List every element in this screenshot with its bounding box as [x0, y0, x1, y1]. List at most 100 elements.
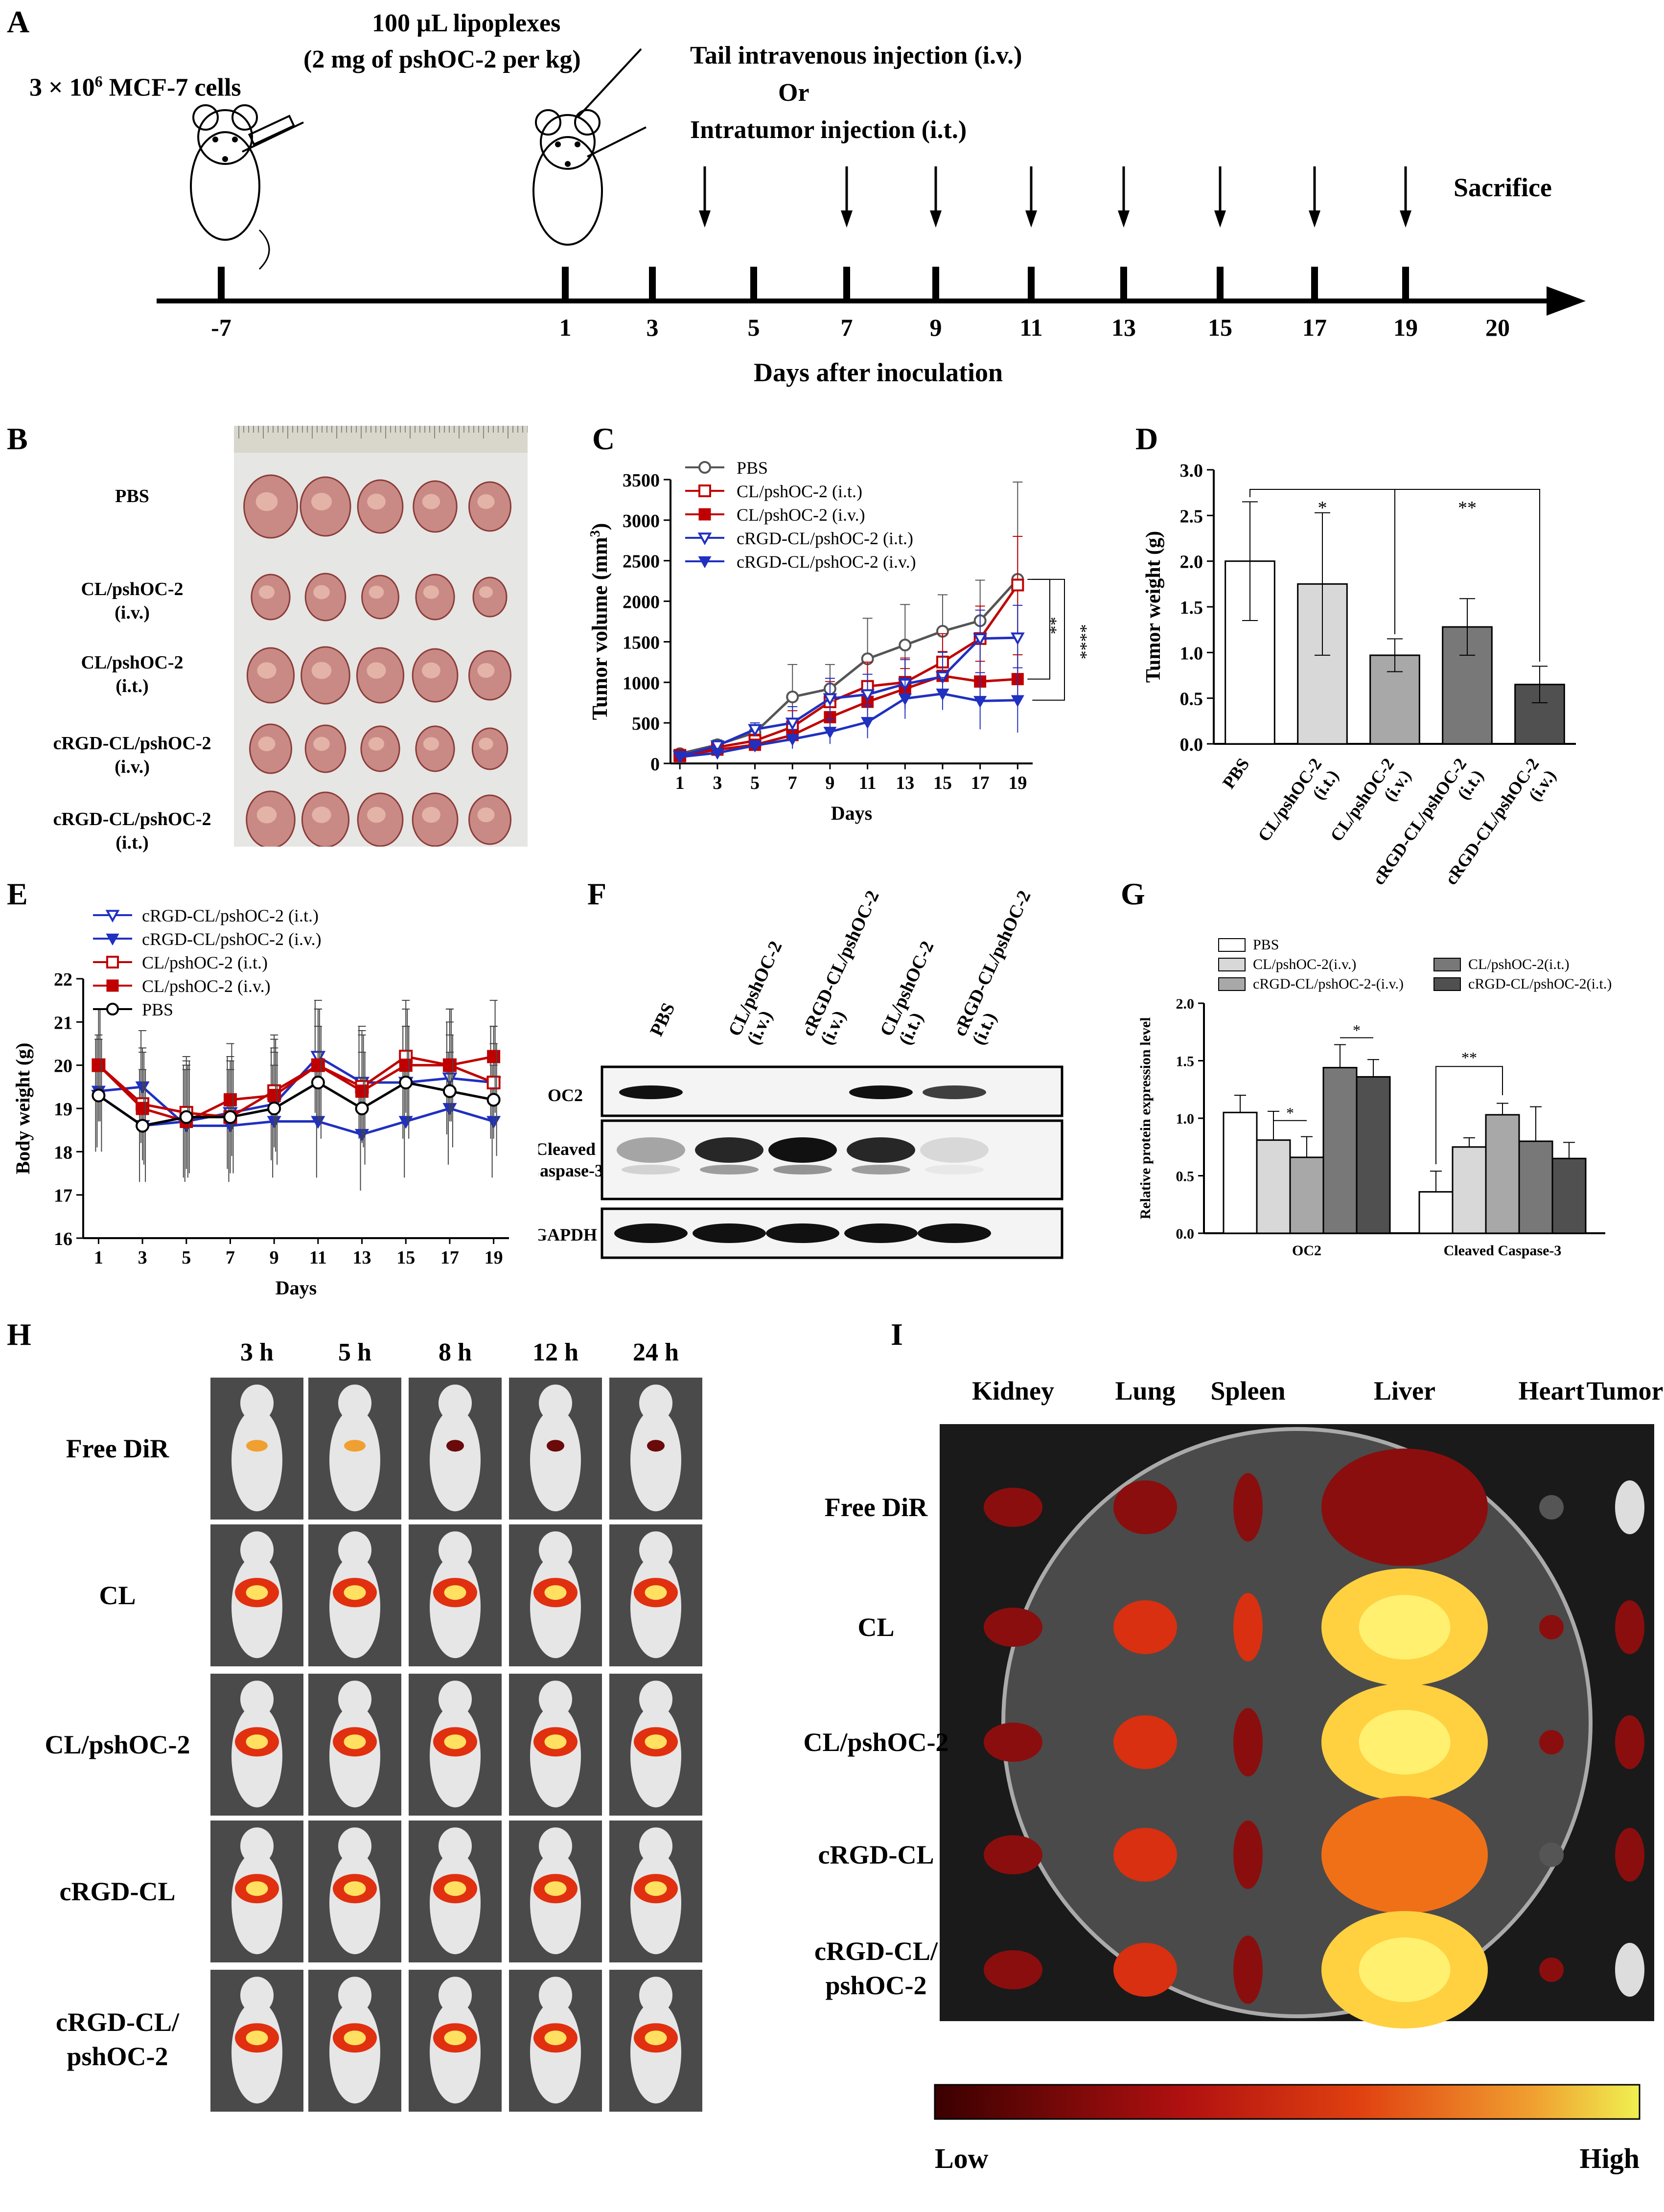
protein-expression-chart: 0.0 0.5 1.0 1.5 2.0 Relative protein expressi…: [1137, 937, 1612, 1259]
time-label: 8 h: [439, 1338, 472, 1366]
data-point: [698, 508, 711, 521]
sig-label: *: [1286, 1104, 1294, 1122]
fluorescence-core: [246, 1585, 268, 1600]
x-tick-label: CL/pshOC-2(i.t.): [1254, 755, 1342, 857]
mouse-head: [539, 1384, 572, 1422]
series-line: [679, 636, 1018, 758]
band-label: Cleaved: [538, 1139, 596, 1159]
legend-label: cRGD-CL/pshOC-2 (i.t.): [737, 529, 913, 548]
legend-label: cRGD-CL/pshOC-2(i.t.): [1468, 976, 1612, 992]
data-point: [106, 956, 119, 968]
y-tick-label: 0.5: [1180, 689, 1203, 710]
bar: [1223, 1111, 1258, 1234]
data-point: [698, 556, 712, 569]
lane-label: cRGD-CL/pshOC-2(i.t.): [949, 887, 1054, 1048]
fluorescence-signal: [344, 1440, 366, 1452]
blot-band: [617, 1137, 685, 1163]
data-point: [673, 752, 687, 764]
data-point: [106, 979, 119, 992]
data-point: [105, 910, 120, 923]
x-tick-label: 19: [1008, 773, 1027, 793]
bar: [1289, 1156, 1324, 1234]
data-point: [442, 1084, 457, 1098]
blot-band: [852, 1165, 910, 1175]
tumor-highlight: [369, 585, 384, 599]
y-tick-label: 3000: [623, 511, 660, 531]
legend-swatch: [1218, 938, 1246, 952]
organ-signal: [1539, 1495, 1564, 1520]
timeline-tick: [649, 267, 656, 301]
data-point: [711, 748, 724, 760]
petri-dish: [1001, 1427, 1593, 2018]
injection-label-3: Intratumor injection (i.t.): [690, 116, 967, 144]
timeline-diagram: [157, 48, 1586, 316]
mouse-head: [338, 1827, 371, 1865]
fluorescence-core: [246, 2030, 268, 2046]
data-point: [698, 461, 711, 474]
y-tick-label: 1.0: [1180, 643, 1203, 664]
tumor-highlight: [479, 586, 493, 598]
tumor-sample: [472, 576, 508, 618]
x-tick-label: 11: [309, 1247, 327, 1268]
data-point: [223, 1110, 237, 1124]
tumor-highlight: [258, 585, 275, 599]
day-label: 3: [646, 314, 659, 341]
y-tick-label: 1.5: [1180, 598, 1203, 618]
organ-signal: [1539, 1958, 1564, 1982]
cells-label: 3 × 106 MCF-7 cells: [29, 72, 241, 102]
organ-signal: [1233, 1708, 1263, 1776]
tumor-highlight: [368, 737, 385, 751]
blot-band: [695, 1137, 763, 1163]
sig-bracket: [1435, 1066, 1503, 1164]
mouse-head: [439, 1681, 472, 1718]
x-tick-label: 17: [440, 1247, 459, 1268]
imaging-row-label: cRGD-CL: [60, 1877, 176, 1906]
data-point: [487, 1050, 501, 1063]
organ-signal: [1615, 1943, 1644, 1997]
panel-letter-i: I: [891, 1317, 903, 1352]
organ-signal: [984, 1950, 1042, 1989]
bar: [1322, 1067, 1358, 1234]
organ-signal: [1233, 1936, 1263, 2004]
x-axis-label: Days: [276, 1277, 317, 1299]
fluorescence-signal: [647, 1440, 665, 1452]
lane-label: CL/pshOC-2(i.t.): [876, 938, 956, 1048]
data-point: [92, 1088, 106, 1103]
data-point: [311, 1059, 325, 1072]
legend-label: CL/pshOC-2 (i.t.): [737, 482, 862, 501]
mouse-head: [240, 1827, 274, 1865]
fluorescence-core: [544, 1734, 567, 1750]
mouse-body: [430, 1408, 481, 1512]
fluorescence-core: [344, 1585, 366, 1600]
timeline-tick: [843, 267, 850, 301]
panel-letter-h: H: [7, 1317, 31, 1352]
y-tick-label: 500: [632, 714, 660, 734]
organ-signal: [984, 1723, 1042, 1762]
tumor-group-label: PBS: [115, 486, 149, 507]
imaging-row-label: pshOC-2: [67, 2042, 168, 2071]
day-label: 11: [1019, 314, 1043, 341]
x-tick-label: 3: [138, 1247, 147, 1268]
x-tick-label: 13: [353, 1247, 371, 1268]
data-point: [399, 1059, 413, 1072]
y-tick-label: 21: [54, 1013, 72, 1033]
blot-frame: [601, 1119, 1063, 1200]
sig-label: **: [1041, 617, 1061, 634]
data-point: [1011, 578, 1024, 592]
tumor-highlight: [477, 807, 495, 822]
y-tick-label: 16: [54, 1229, 72, 1249]
data-point: [860, 689, 875, 702]
sig-bracket: [1032, 578, 1065, 701]
mouse-head: [539, 1827, 572, 1865]
organ-signal: [984, 1835, 1042, 1874]
y-axis-label: Tumor volume (mm3): [588, 523, 612, 720]
organ-row-label: CL/pshOC-2: [803, 1728, 948, 1757]
y-tick-label: 0.0: [1176, 1226, 1195, 1242]
organ-signal: [1233, 1820, 1263, 1889]
data-point: [136, 1102, 149, 1115]
organ-row-label: pshOC-2: [825, 1971, 926, 2000]
x-tick-label: 15: [933, 773, 952, 793]
legend-label: cRGD-CL/pshOC-2 (i.t.): [142, 906, 319, 925]
legend-label: cRGD-CL/pshOC-2-(i.v.): [1253, 976, 1404, 992]
series-line: [679, 584, 1019, 757]
